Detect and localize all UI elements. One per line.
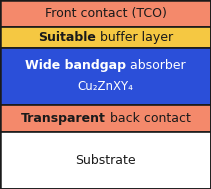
Text: Transparent: Transparent bbox=[21, 112, 106, 125]
Text: back contact: back contact bbox=[106, 112, 190, 125]
Text: Suitable: Suitable bbox=[38, 31, 96, 44]
Text: Cu₂ZnXY₄: Cu₂ZnXY₄ bbox=[78, 80, 133, 93]
Text: buffer layer: buffer layer bbox=[96, 31, 173, 44]
Bar bbox=[0, 48, 211, 105]
Bar bbox=[0, 0, 211, 27]
Bar bbox=[0, 27, 211, 48]
Bar bbox=[0, 105, 211, 132]
Bar bbox=[0, 132, 211, 189]
Text: Front contact (TCO): Front contact (TCO) bbox=[45, 7, 166, 20]
Text: Wide bandgap: Wide bandgap bbox=[25, 59, 126, 72]
Text: Substrate: Substrate bbox=[75, 154, 136, 167]
Text: absorber: absorber bbox=[126, 59, 186, 72]
